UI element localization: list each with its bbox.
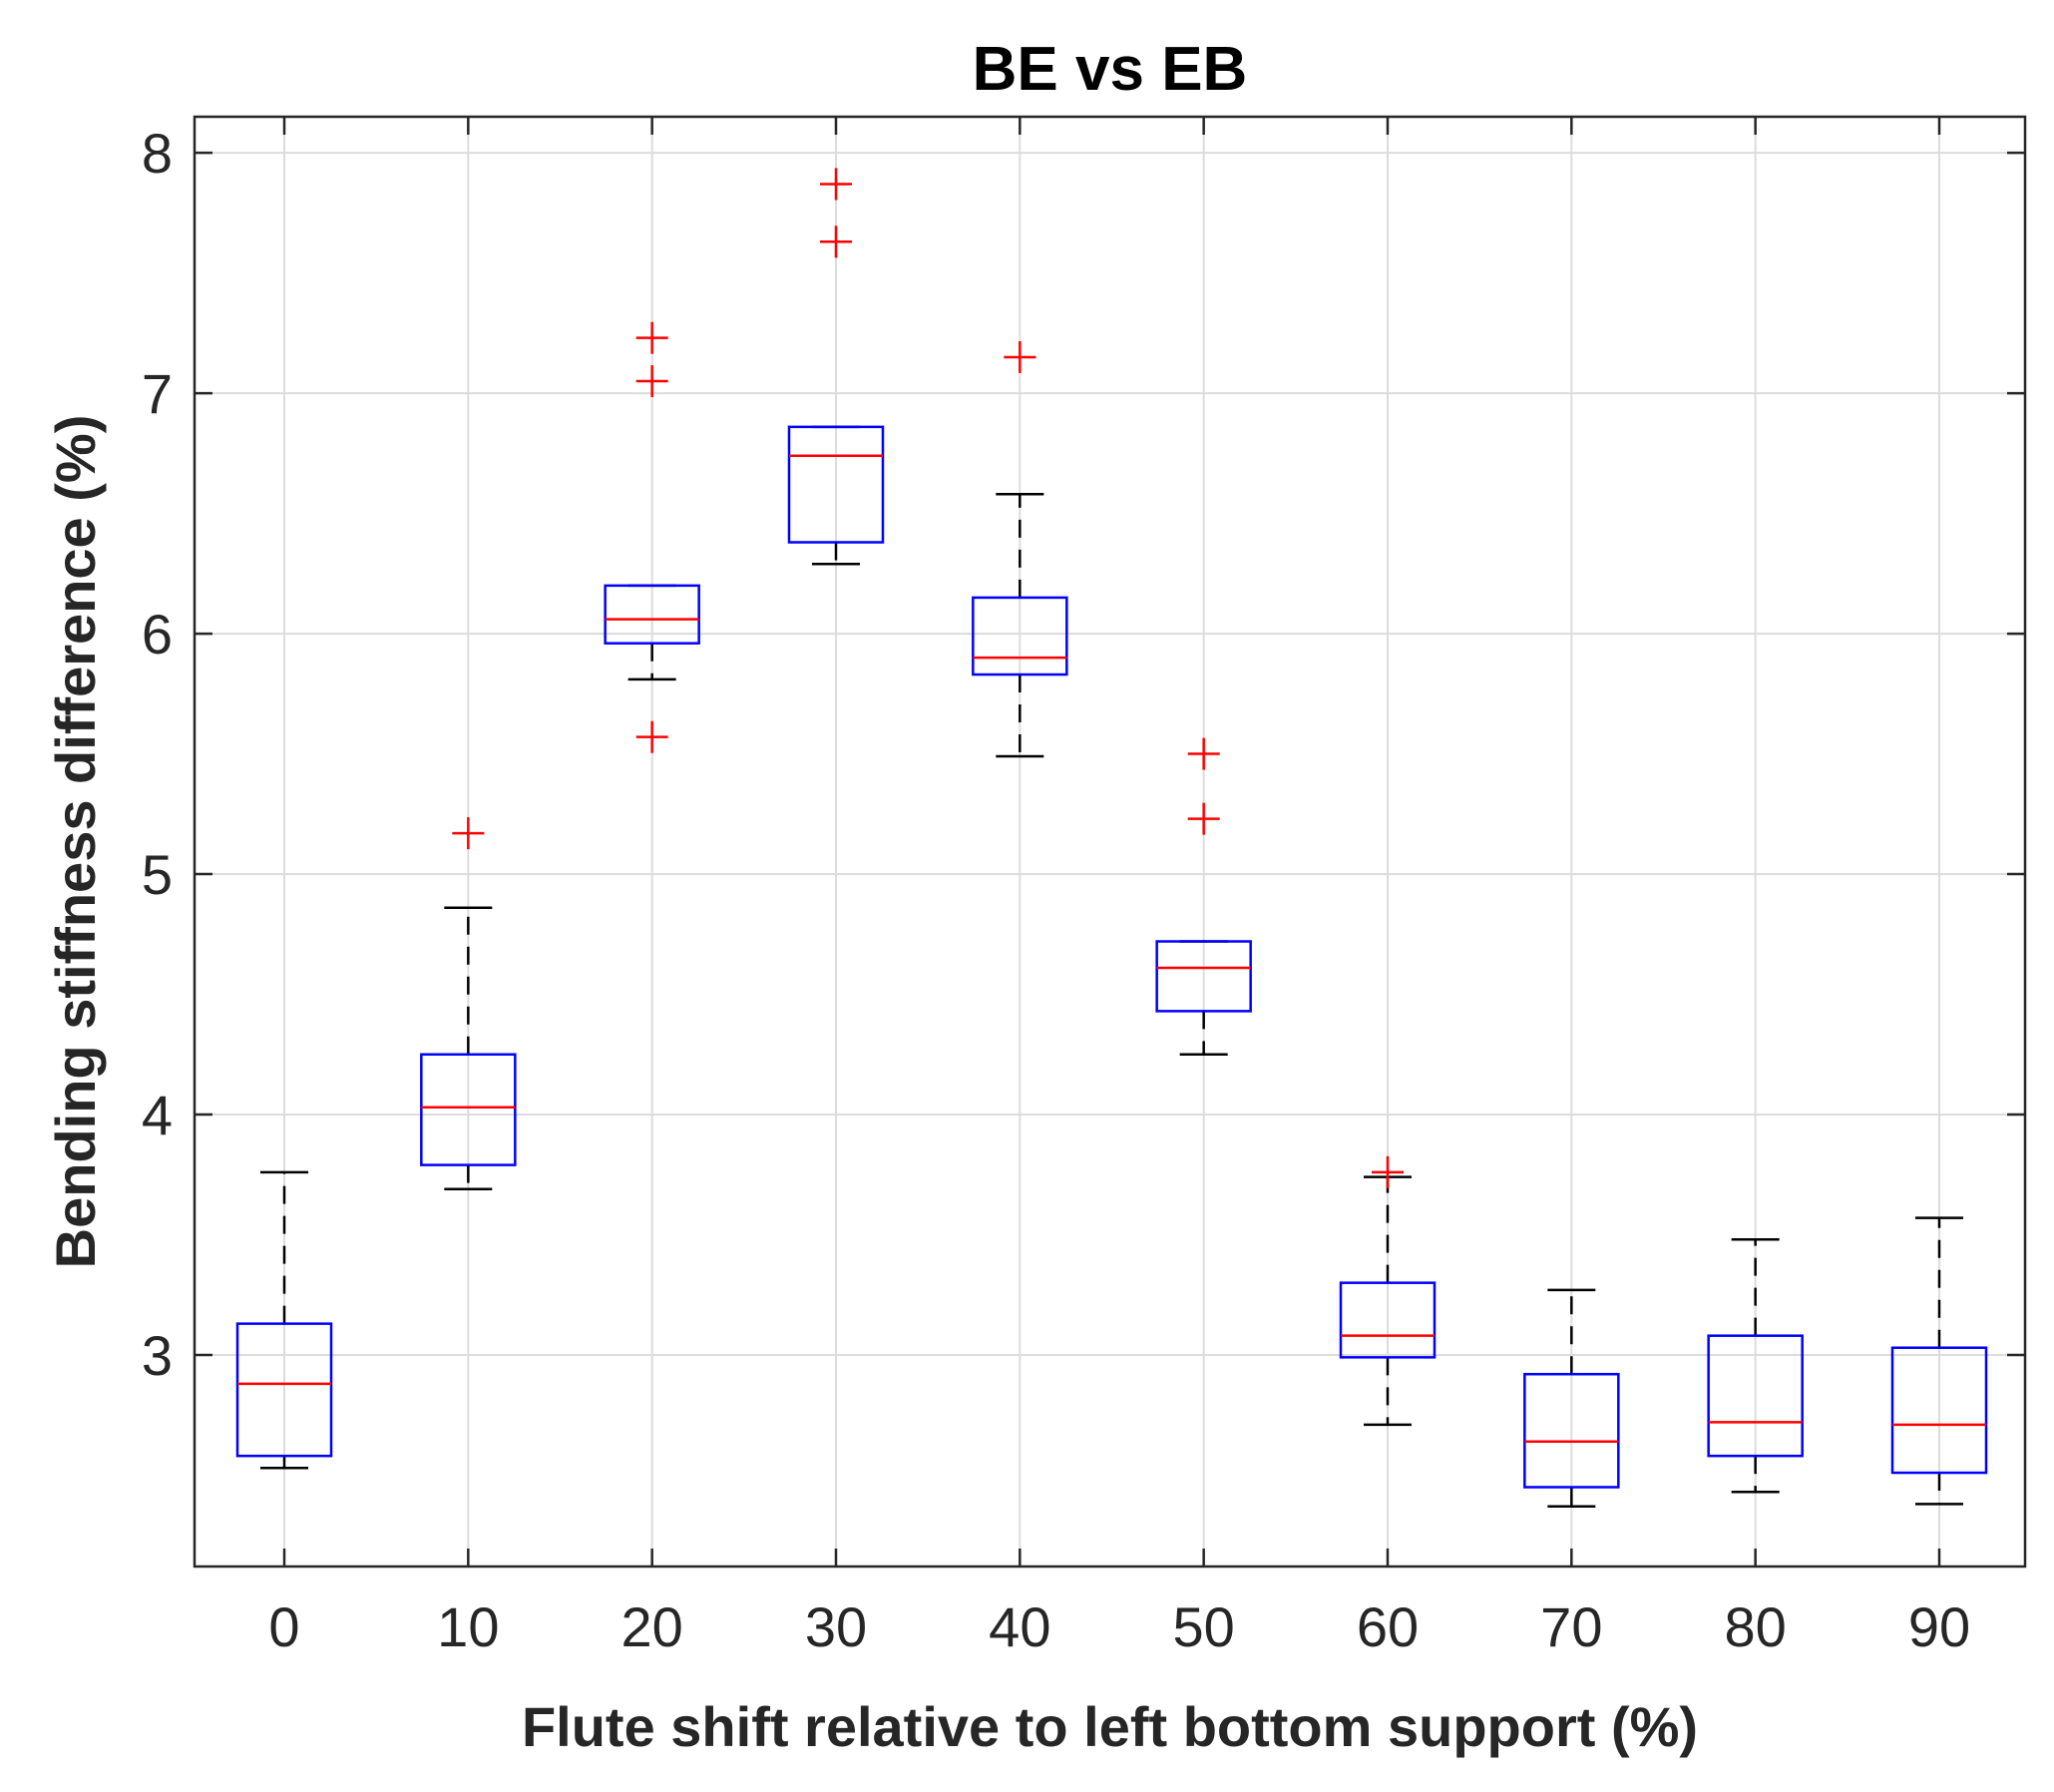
x-tick-label: 20 (621, 1595, 683, 1658)
x-tick-label: 60 (1357, 1595, 1419, 1658)
marks-layer (235, 168, 1988, 1509)
outlier-marker (1372, 1155, 1404, 1188)
iqr-box (787, 425, 885, 544)
outlier-marker (1004, 340, 1036, 373)
box-group-10 (420, 817, 517, 1190)
box-group-70 (1523, 1288, 1620, 1509)
y-tick-label: 8 (142, 122, 173, 185)
box-group-40 (972, 340, 1068, 758)
x-tick-label: 30 (805, 1595, 867, 1658)
outlier-marker (1187, 737, 1220, 770)
x-tick-label: 80 (1725, 1595, 1787, 1658)
ticks-layer: 0 10 20 30 40 50 60 70 80 90 3 4 5 6 7 8 (142, 117, 2025, 1658)
outlier-marker (1187, 802, 1220, 835)
iqr-box (235, 1322, 333, 1458)
box-group-80 (1707, 1238, 1804, 1494)
x-tick-label: 40 (989, 1595, 1050, 1658)
box-group-0 (235, 1170, 333, 1470)
outlier-marker (635, 720, 668, 753)
chart-title: BE vs EB (973, 35, 1248, 104)
box-group-60 (1339, 1155, 1437, 1427)
box-group-20 (604, 321, 700, 753)
x-tick-label: 10 (437, 1595, 499, 1658)
iqr-box (1707, 1334, 1804, 1458)
iqr-box (1155, 940, 1252, 1013)
box-group-90 (1890, 1216, 1988, 1506)
y-tick-label: 6 (142, 603, 173, 666)
y-tick-label: 4 (142, 1084, 173, 1146)
outlier-marker (820, 225, 852, 258)
iqr-box (972, 596, 1068, 676)
box-group-30 (787, 168, 885, 566)
y-tick-label: 3 (142, 1324, 173, 1387)
grid-layer (195, 117, 2025, 1567)
iqr-box (420, 1053, 517, 1166)
outlier-marker (820, 168, 852, 201)
x-axis-label: Flute shift relative to left bottom supp… (522, 1695, 1698, 1758)
iqr-box (1523, 1372, 1620, 1489)
x-tick-label: 50 (1173, 1595, 1235, 1658)
y-tick-label: 5 (142, 843, 173, 906)
x-tick-label: 0 (268, 1595, 299, 1658)
y-axis-label: Bending stiffness difference (%) (44, 415, 107, 1269)
axes-frame (193, 115, 2027, 1568)
outlier-marker (452, 817, 485, 850)
y-tick-label: 7 (142, 362, 173, 425)
x-tick-label: 90 (1908, 1595, 1970, 1658)
outlier-marker (635, 321, 668, 354)
iqr-box (604, 584, 700, 645)
outlier-marker (635, 365, 668, 398)
box-group-50 (1155, 737, 1252, 1057)
x-tick-label: 70 (1540, 1595, 1602, 1658)
iqr-box (1890, 1346, 1988, 1475)
iqr-box (1339, 1281, 1437, 1359)
